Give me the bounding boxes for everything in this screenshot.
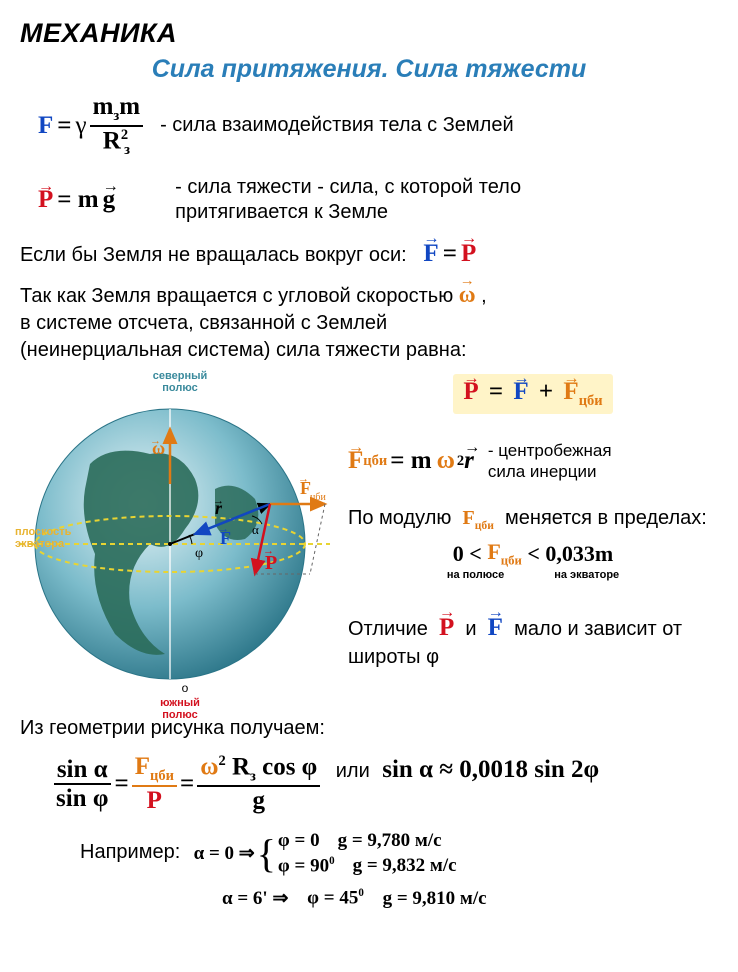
svg-text:→: → bbox=[213, 495, 224, 507]
svg-text:цби: цби bbox=[310, 492, 326, 503]
example-block: Например: α = 0 ⇒ { φ = 0 g = 9,780 м/с … bbox=[80, 829, 718, 913]
note-equator: на экваторе bbox=[554, 569, 619, 581]
svg-text:α: α bbox=[252, 522, 259, 537]
symbol-F: F bbox=[38, 112, 53, 140]
svg-text:→: → bbox=[150, 435, 161, 447]
equation-gravitation: F = γ mзm R2з - сила взаимодействия тела… bbox=[20, 94, 718, 157]
symbol-P-vector: P bbox=[38, 186, 53, 214]
svg-text:→: → bbox=[298, 473, 309, 485]
example-row-2: α = 6' ⇒ φ = 450 g = 9,810 м/с bbox=[222, 885, 487, 913]
equation-description: - сила взаимодействия тела с Землей bbox=[160, 113, 514, 138]
page-subheading: Сила притяжения. Сила тяжести bbox=[20, 55, 718, 84]
equation-description: - сила тяжести - сила, с которой тело пр… bbox=[175, 175, 521, 225]
svg-text:→: → bbox=[263, 545, 274, 557]
note-pole: на полюсе bbox=[447, 569, 504, 581]
text-rotation: Так как Земля вращается с угловой скорос… bbox=[20, 279, 718, 364]
page-heading: МЕХАНИКА bbox=[20, 18, 718, 49]
symbol-g-vector: g bbox=[103, 186, 116, 214]
north-pole-label: северный полюс bbox=[20, 370, 340, 394]
svg-text:→: → bbox=[218, 523, 229, 535]
equation-centrifugal: Fцби = m ω2 r - центробежная сила инерци… bbox=[348, 440, 718, 483]
fraction: mзm R2з bbox=[90, 94, 143, 157]
text-no-rotation: Если бы Земля не вращалась вокруг оси: F… bbox=[20, 237, 718, 271]
equation-geometry: sin α sin φ = Fцби P = ω2 Rз cos φ g или… bbox=[50, 754, 718, 813]
equation-weight: P = m g - сила тяжести - сила, с которой… bbox=[20, 175, 718, 225]
equator-label: плоскость экватора bbox=[15, 526, 85, 550]
text-range: По модулю Fцби меняется в пределах: bbox=[348, 505, 718, 534]
text-difference: Отличие P и F мало и зависит от широты φ bbox=[348, 611, 718, 672]
svg-text:φ: φ bbox=[195, 546, 203, 561]
globe-diagram: северный полюс bbox=[20, 370, 340, 745]
equation-sum-forces: P = F + Fцби bbox=[348, 374, 718, 414]
range-inequality: 0 < Fцби < 0,033m на полюсе на экваторе bbox=[348, 539, 718, 580]
